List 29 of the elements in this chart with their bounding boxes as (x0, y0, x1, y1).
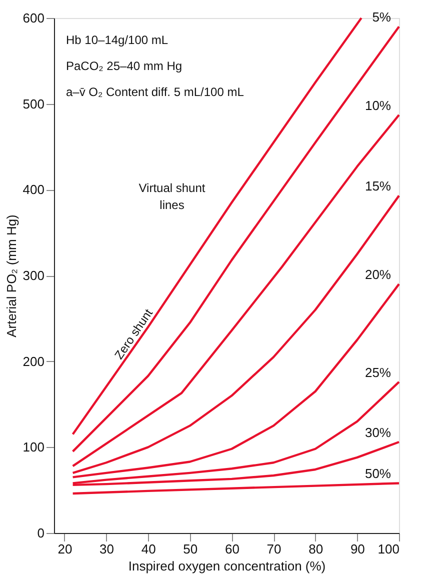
y-tick-label: 100 (22, 440, 44, 455)
x-axis-title: Inspired oxygen concentration (%) (128, 558, 326, 574)
x-tick-label: 80 (308, 542, 324, 556)
y-tick-label: 600 (22, 10, 44, 26)
series-label: 30% (364, 425, 392, 440)
x-tick-label: 50 (183, 542, 198, 556)
x-tick-label: 70 (266, 542, 282, 556)
annotation: PaCO₂ 25–40 mm Hg (66, 59, 182, 73)
y-axis-title: Arterial PO₂ (mm Hg) (4, 214, 19, 338)
series-label: 50% (364, 466, 392, 482)
annotation: a–v̄ O₂ Content diff. 5 mL/100 mL (66, 85, 244, 99)
series-label: 5% (372, 10, 392, 25)
y-tick-label: 500 (22, 96, 44, 112)
annotation: Virtual shunt lines (138, 181, 206, 212)
y-tick-label: 0 (37, 526, 44, 540)
annotation: Hb 10–14g/100 mL (66, 33, 168, 47)
x-tick-label: 30 (100, 542, 114, 556)
y-tick-label: 300 (22, 268, 44, 283)
series-label: 20% (364, 267, 392, 282)
y-tick-label: 200 (22, 354, 44, 369)
y-tick-label: 400 (22, 182, 44, 198)
x-tick-label: 90 (350, 542, 365, 556)
x-tick-label: 20 (58, 542, 72, 556)
x-tick-label: 100 (378, 542, 400, 556)
x-tick-label: 40 (141, 542, 156, 556)
series-label: 25% (364, 364, 392, 380)
series-label: 10% (364, 98, 392, 113)
series-label: 15% (364, 178, 392, 194)
x-tick-label: 60 (224, 542, 240, 556)
